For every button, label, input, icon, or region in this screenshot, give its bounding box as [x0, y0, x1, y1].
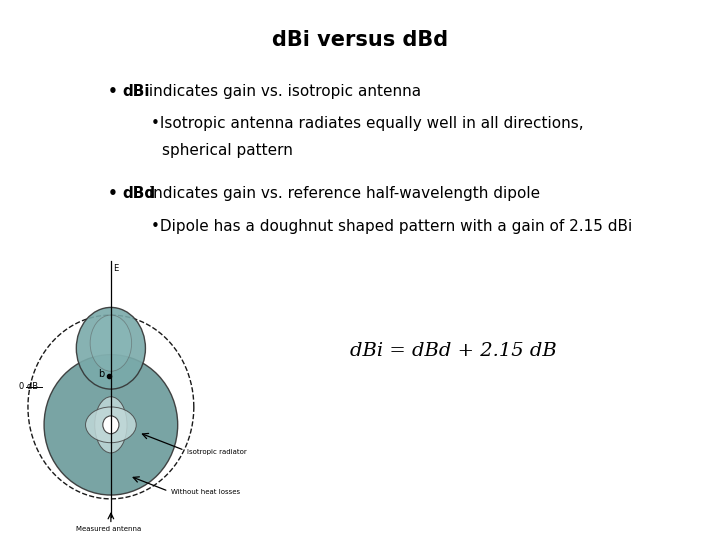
Text: •: •: [108, 186, 118, 201]
Text: •: •: [108, 84, 118, 99]
Circle shape: [103, 416, 119, 434]
Text: indicates gain vs. isotropic antenna: indicates gain vs. isotropic antenna: [144, 84, 421, 99]
Text: b: b: [99, 369, 105, 379]
Ellipse shape: [86, 407, 136, 443]
Ellipse shape: [90, 315, 132, 371]
Text: Isotropic radiator: Isotropic radiator: [187, 449, 247, 455]
Text: indicates gain vs. reference half-wavelength dipole: indicates gain vs. reference half-wavele…: [144, 186, 540, 201]
Text: Measured antenna: Measured antenna: [76, 526, 142, 532]
Text: spherical pattern: spherical pattern: [162, 143, 293, 158]
Text: 0 dB: 0 dB: [19, 382, 38, 391]
Text: Without heat losses: Without heat losses: [171, 489, 240, 496]
Ellipse shape: [44, 355, 178, 495]
Ellipse shape: [76, 307, 145, 389]
Text: •Dipole has a doughnut shaped pattern with a gain of 2.15 dBi: •Dipole has a doughnut shaped pattern wi…: [151, 219, 632, 234]
Text: dBi: dBi: [122, 84, 150, 99]
Text: •Isotropic antenna radiates equally well in all directions,: •Isotropic antenna radiates equally well…: [151, 116, 584, 131]
Text: E: E: [113, 264, 118, 273]
Text: dBi = dBd + 2.15 dB: dBi = dBd + 2.15 dB: [350, 342, 557, 360]
Ellipse shape: [95, 397, 127, 453]
Text: dBd: dBd: [122, 186, 156, 201]
Text: dBi versus dBd: dBi versus dBd: [272, 30, 448, 50]
